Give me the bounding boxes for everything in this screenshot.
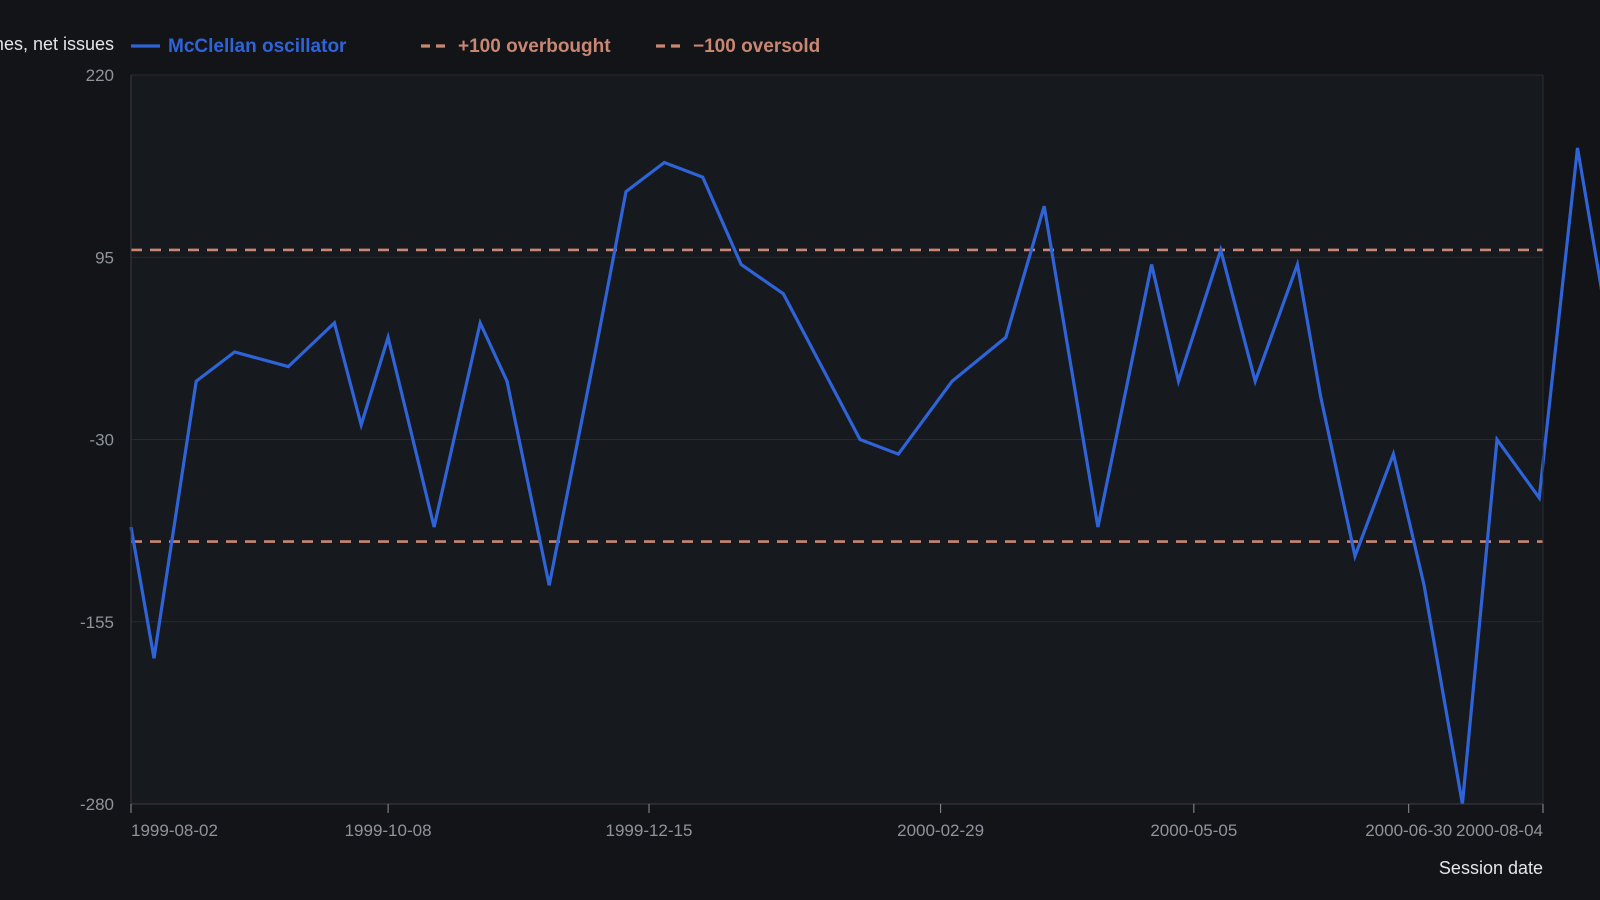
y-tick-labels: 220 95 -30 -155 -280 [80, 66, 114, 814]
series-line-mcclellan-oscillator [129, 147, 1600, 805]
x-tick-label: 2000-06-30 [1365, 821, 1452, 840]
y-axis-title: Advances minus declines, net issues [0, 34, 114, 54]
y-tick-label: 220 [86, 66, 114, 85]
x-tick-label: 1999-08-02 [131, 821, 218, 840]
x-tick-label: 2000-05-05 [1150, 821, 1237, 840]
axes [130, 75, 1544, 805]
legend-label: McClellan oscillator [168, 36, 347, 57]
reference-lines [131, 248, 1543, 543]
y-tick-label: -280 [80, 795, 114, 814]
x-tick-labels: 1999-08-02 1999-10-08 1999-12-15 2000-02-29… [130, 804, 1544, 840]
x-tick-label: 2000-02-29 [897, 821, 984, 840]
legend-label: +100 overbought [458, 36, 611, 57]
series-layer [129, 147, 1600, 805]
y-tick-label: 95 [95, 248, 114, 267]
legend: McClellan oscillator +100 overbought −100 … [131, 36, 820, 57]
x-axis-title: Session date [1439, 858, 1543, 878]
x-tick-label: 1999-10-08 [345, 821, 432, 840]
y-tick-label: -30 [89, 431, 114, 450]
legend-label: −100 oversold [693, 36, 820, 57]
x-tick-label: 2000-08-04 [1456, 821, 1543, 840]
y-tick-label: -155 [80, 613, 114, 632]
x-tick-label: 1999-12-15 [606, 821, 693, 840]
